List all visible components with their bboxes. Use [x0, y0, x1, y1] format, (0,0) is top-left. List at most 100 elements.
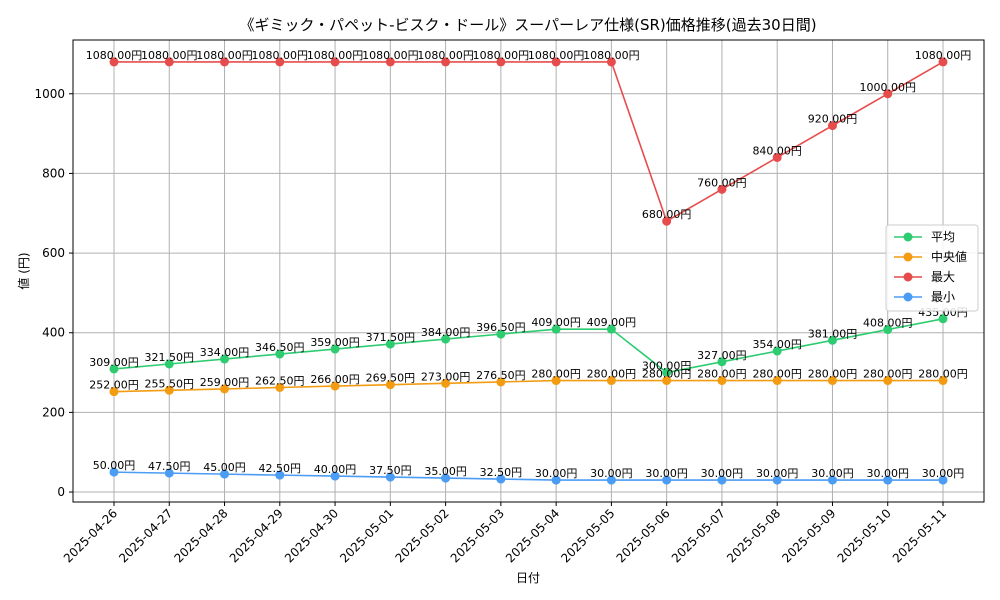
data-point — [551, 324, 561, 334]
legend-box — [885, 224, 979, 312]
data-label: 42.50円 — [259, 462, 302, 475]
data-label: 32.50円 — [480, 466, 523, 479]
legend-swatch-marker — [903, 252, 913, 262]
data-label: 30.00円 — [866, 467, 909, 480]
data-label: 384.00円 — [421, 326, 471, 339]
data-point — [496, 474, 506, 484]
data-point — [772, 475, 782, 485]
data-labels: 309.00円 321.50円 334.00円 346.50円 359.00円 371.5… — [86, 49, 972, 480]
data-label: 280.00円 — [808, 368, 858, 381]
legend-label: 最大 — [931, 270, 955, 284]
y-tick-label: 400 — [42, 326, 65, 340]
data-label: 35.00円 — [424, 465, 467, 478]
chart-title: 《ギミック・パペット-ビスク・ドール》スーパーレア仕様(SR)価格推移(過去30… — [239, 16, 816, 34]
data-point — [938, 376, 948, 386]
data-point — [772, 152, 782, 162]
data-label: 321.50円 — [145, 351, 195, 364]
data-point — [164, 57, 174, 67]
data-label: 760.00円 — [697, 176, 747, 189]
data-point — [662, 216, 672, 226]
data-point — [220, 384, 230, 394]
data-point — [330, 471, 340, 481]
data-point — [220, 57, 230, 67]
data-point — [496, 377, 506, 387]
data-label: 50.00円 — [93, 459, 136, 472]
data-point — [164, 385, 174, 395]
data-label: 1080.00円 — [915, 49, 972, 62]
data-label: 30.00円 — [756, 467, 799, 480]
data-point — [496, 57, 506, 67]
data-label: 280.00円 — [863, 368, 913, 381]
data-label: 1000.00円 — [859, 81, 916, 94]
data-label: 30.00円 — [535, 467, 578, 480]
legend-swatch-marker — [903, 272, 913, 282]
data-label: 280.00円 — [752, 368, 802, 381]
data-label: 396.50円 — [476, 321, 526, 334]
data-point — [441, 473, 451, 483]
data-point — [441, 378, 451, 388]
data-label: 30.00円 — [645, 467, 688, 480]
data-label: 381.00円 — [808, 327, 858, 340]
data-label: 346.50円 — [255, 341, 305, 354]
data-label: 409.00円 — [531, 316, 581, 329]
data-label: 354.00円 — [752, 338, 802, 351]
data-point — [717, 376, 727, 386]
data-point — [220, 354, 230, 364]
data-point — [827, 335, 837, 345]
data-label: 309.00円 — [89, 356, 139, 369]
data-label: 280.00円 — [918, 368, 968, 381]
data-point — [275, 349, 285, 359]
legend-label: 平均 — [931, 230, 955, 244]
data-point — [827, 475, 837, 485]
data-point — [109, 467, 119, 477]
data-label: 371.50円 — [366, 331, 416, 344]
y-axis-label: 値 (円) — [16, 252, 31, 289]
data-point — [717, 475, 727, 485]
data-label: 40.00円 — [314, 463, 357, 476]
data-point — [385, 339, 395, 349]
data-label: 408.00円 — [863, 317, 913, 330]
series-line — [113, 471, 943, 481]
data-label: 1080.00円 — [141, 49, 198, 62]
data-point — [827, 376, 837, 386]
data-point — [883, 475, 893, 485]
data-point — [883, 376, 893, 386]
data-label: 280.00円 — [531, 368, 581, 381]
data-point — [717, 184, 727, 194]
data-point — [330, 344, 340, 354]
data-label: 266.00円 — [310, 373, 360, 386]
data-label: 45.00円 — [203, 461, 246, 474]
data-point — [275, 57, 285, 67]
data-point — [662, 368, 672, 378]
data-label: 1080.00円 — [583, 49, 640, 62]
data-label: 327.00円 — [697, 349, 747, 362]
data-point — [938, 314, 948, 324]
data-label: 47.50円 — [148, 460, 191, 473]
data-point — [662, 376, 672, 386]
series-line — [113, 379, 943, 393]
data-label: 1080.00円 — [252, 49, 309, 62]
data-label: 269.50円 — [366, 372, 416, 385]
plot-frame — [72, 39, 985, 503]
data-point — [441, 57, 451, 67]
data-point — [883, 325, 893, 335]
y-tick-label: 600 — [42, 246, 65, 260]
legend-swatch-marker — [903, 292, 913, 302]
data-point — [883, 89, 893, 99]
data-point — [330, 381, 340, 391]
legend-label: 中央値 — [931, 249, 967, 264]
data-label: 252.00円 — [89, 379, 139, 392]
data-label: 259.00円 — [200, 376, 250, 389]
data-label: 1080.00円 — [307, 49, 364, 62]
data-point — [551, 475, 561, 485]
data-point — [109, 364, 119, 374]
data-point — [772, 376, 782, 386]
data-label: 262.50円 — [255, 374, 305, 387]
data-label: 255.50円 — [145, 377, 195, 390]
data-label: 840.00円 — [752, 144, 802, 157]
data-point — [275, 382, 285, 392]
data-point — [385, 472, 395, 482]
